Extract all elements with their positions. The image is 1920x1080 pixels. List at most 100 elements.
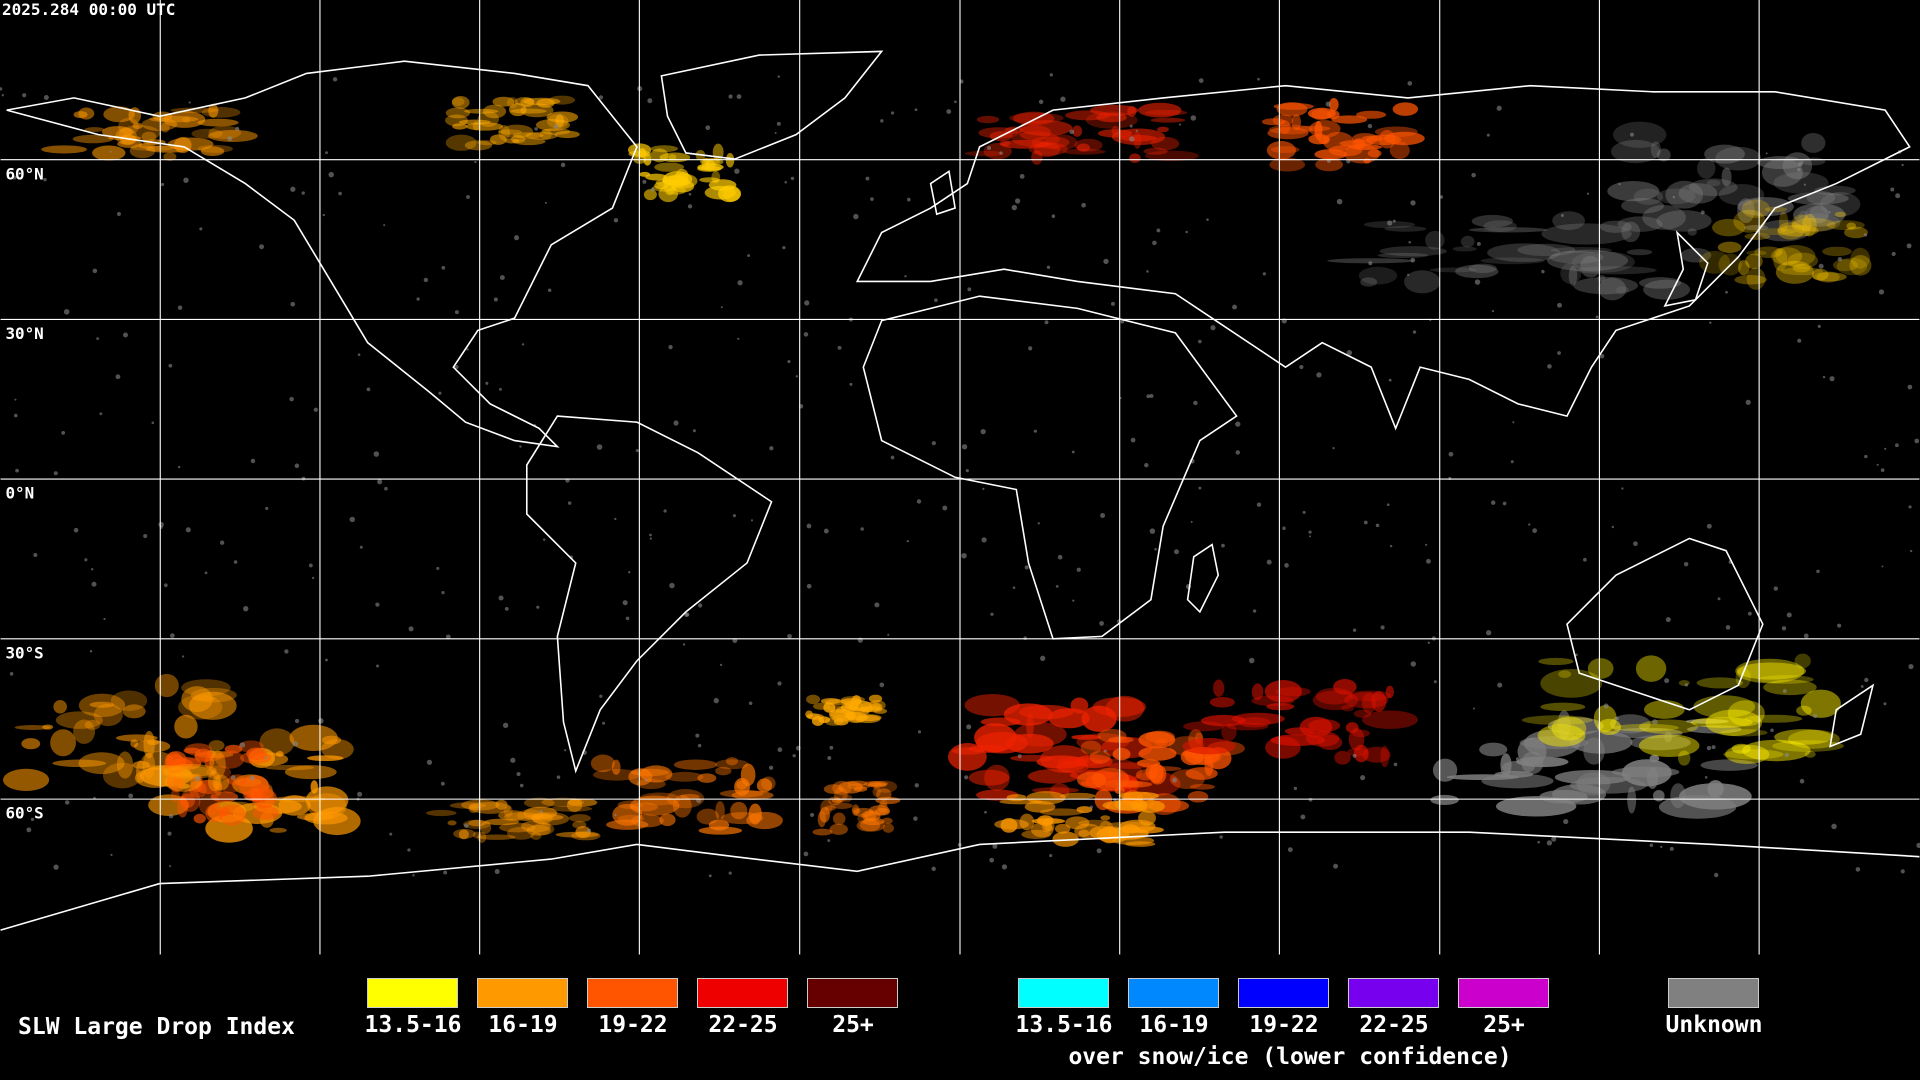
cloud-speck: [1135, 129, 1138, 132]
cloud-speck: [1512, 421, 1515, 424]
legend-label: 22-25: [708, 1012, 778, 1038]
cloud-speck: [89, 650, 93, 653]
cloud-speck: [521, 343, 525, 346]
cloud-speck: [519, 783, 524, 788]
cloud-speck: [769, 446, 774, 451]
coastline: [0, 831, 1920, 931]
cloud-speck: [1426, 558, 1431, 564]
cloud-patch: [197, 118, 239, 127]
cloud-speck: [318, 718, 324, 724]
cloud-speck: [109, 150, 112, 153]
cloud-patch: [1547, 717, 1604, 735]
cloud-patch: [1744, 232, 1771, 240]
cloud-patch: [1429, 267, 1477, 273]
cloud-speck: [599, 694, 603, 698]
legend-swatch: [697, 978, 788, 1008]
cloud-patch: [1551, 716, 1587, 741]
cloud-patch: [463, 819, 491, 829]
cloud-speck: [485, 381, 489, 385]
cloud-patch: [1089, 104, 1139, 116]
cloud-speck: [913, 816, 918, 821]
cloud-patch: [847, 783, 871, 790]
cloud-patch: [554, 130, 580, 139]
cloud-speck: [806, 583, 812, 589]
cloud-patch: [498, 810, 527, 821]
cloud-speck: [1818, 263, 1824, 269]
cloud-speck: [99, 412, 103, 416]
cloud-patch: [205, 804, 224, 823]
cloud-patch: [1430, 794, 1459, 805]
cloud-speck: [502, 722, 509, 728]
cloud-patch: [1100, 815, 1111, 821]
cloud-patch: [1665, 180, 1704, 209]
cloud-patch: [1806, 190, 1836, 205]
cloud-speck: [1235, 450, 1241, 455]
cloud-speck: [1049, 854, 1053, 858]
cloud-patch: [535, 119, 571, 131]
cloud-speck: [708, 874, 712, 878]
cloud-speck: [1076, 567, 1081, 572]
cloud-speck: [170, 633, 175, 638]
cloud-patch: [1816, 271, 1840, 283]
cloud-patch: [1334, 750, 1351, 765]
cloud-speck: [782, 246, 786, 250]
cloud-patch: [1380, 745, 1390, 768]
cloud-speck: [164, 583, 168, 588]
cloud-patch: [220, 778, 240, 794]
cloud-speck: [942, 505, 948, 511]
cloud-speck: [96, 337, 100, 340]
cloud-speck: [1439, 195, 1444, 199]
cloud-patch: [1850, 247, 1870, 269]
cloud-patch: [1377, 252, 1429, 258]
cloud-patch: [868, 781, 888, 787]
cloud-speck: [15, 468, 19, 473]
cloud-speck: [598, 95, 604, 100]
cloud-speck: [308, 563, 313, 568]
cloud-speck: [809, 812, 815, 818]
cloud-speck: [1049, 73, 1053, 77]
legend-swatch: [587, 978, 678, 1008]
legend-label: 19-22: [1249, 1012, 1319, 1038]
cloud-patch: [21, 738, 41, 750]
cloud-patch: [1028, 142, 1068, 156]
cloud-patch: [116, 751, 134, 779]
graticule: 60°N 30°N 0°N 30°S 60°S: [0, 0, 1920, 955]
cloud-patch: [1135, 769, 1156, 781]
coastline: [660, 50, 884, 160]
cloud-speck: [602, 721, 606, 725]
cloud-patch: [208, 103, 219, 118]
cloud-patch: [215, 750, 245, 769]
cloud-speck: [311, 576, 315, 580]
latitude-label: 30°S: [5, 643, 43, 662]
cloud-speck: [1015, 198, 1021, 204]
cloud-speck: [151, 421, 155, 425]
coastline: [1186, 543, 1220, 614]
cloud-patch: [680, 793, 700, 800]
cloud-speck: [792, 754, 796, 758]
cloud-patch: [1027, 769, 1079, 784]
cloud-speck: [687, 204, 693, 209]
cloud-patch: [1315, 687, 1354, 705]
cloud-patch: [174, 714, 198, 739]
cloud-speck: [1803, 633, 1809, 639]
cloud-patch: [1031, 136, 1070, 149]
cloud-speck: [1001, 864, 1008, 870]
cloud-speck: [1907, 384, 1913, 390]
cloud-patch: [1487, 243, 1561, 263]
cloud-speck: [1368, 261, 1373, 266]
cloud-patch: [841, 794, 853, 802]
cloud-patch: [1540, 702, 1586, 712]
cloud-speck: [30, 817, 35, 822]
cloud-speck: [1725, 290, 1728, 294]
cloud-speck: [1425, 543, 1428, 546]
cloud-patch: [480, 821, 492, 834]
cloud-patch: [1044, 821, 1055, 832]
cloud-patch: [1771, 247, 1803, 266]
cloud-patch: [122, 704, 146, 719]
cloud-speck: [946, 109, 952, 114]
cloud-patch: [148, 794, 189, 816]
cloud-speck: [239, 742, 246, 748]
cloud-speck: [233, 560, 238, 564]
cloud-speck: [454, 365, 459, 370]
cloud-patch: [965, 150, 1004, 157]
